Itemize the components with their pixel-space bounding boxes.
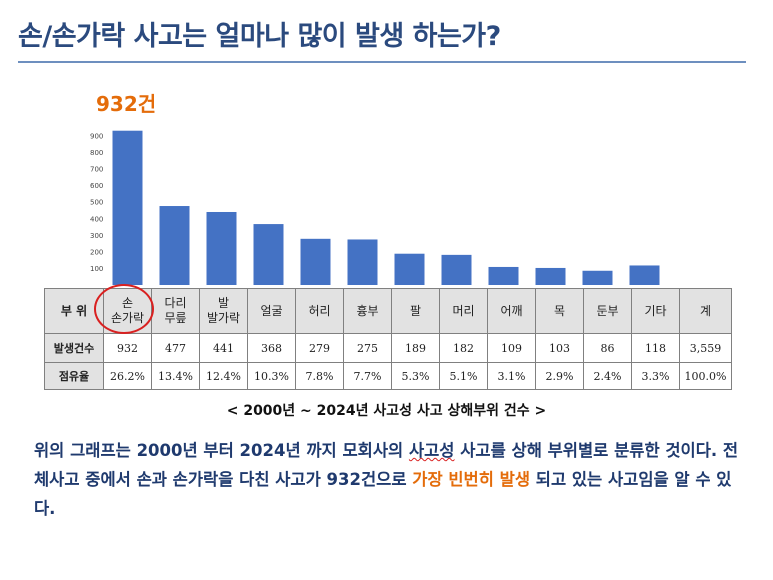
bar <box>253 224 284 285</box>
table-count-cell: 189 <box>391 333 440 363</box>
table-count-cell: 86 <box>583 333 632 363</box>
table-header-cell: 목 <box>535 288 584 334</box>
para-highlight: 가장 빈번히 발생 <box>412 470 531 489</box>
table-header-cell-line: 무릎 <box>164 311 187 325</box>
row-header-count: 발생건수 <box>44 333 104 363</box>
table-count-cell: 3,559 <box>679 333 732 363</box>
bar <box>535 267 566 285</box>
y-tick-label: 900 <box>90 133 103 141</box>
table-share-cell: 2.9% <box>535 362 584 390</box>
bar <box>394 253 425 285</box>
table-count-cell: 477 <box>151 333 200 363</box>
table-header-cell-line: 기타 <box>644 303 667 318</box>
table-header-cell-line: 팔 <box>409 303 422 318</box>
table-header-cell: 발 발가락 <box>199 288 248 334</box>
highlight-circle <box>94 284 154 334</box>
table-count-cell: 932 <box>103 333 152 363</box>
y-tick-label: 400 <box>90 215 103 223</box>
table-header-cell: 허리 <box>295 288 344 334</box>
table-count-cell: 182 <box>439 333 488 363</box>
table-count-cell: 103 <box>535 333 584 363</box>
table-header-cell-line: 흉부 <box>356 303 379 318</box>
table-header-cell-line: 얼굴 <box>260 303 283 318</box>
table-count-cell: 368 <box>247 333 296 363</box>
para-text-2: 사고를 상해 부위별로 분류한 것이다. 전체사고 중에서 손과 손가락을 다친… <box>34 441 739 489</box>
table-header-cell: 머리 <box>439 288 488 334</box>
bar <box>206 211 237 285</box>
table-share-cell: 13.4% <box>151 362 200 390</box>
para-text-1: 위의 그래프는 2000년 부터 2024년 까지 모회사의 <box>34 441 409 460</box>
y-tick-label: 800 <box>90 149 103 157</box>
table-header-cell: 얼굴 <box>247 288 296 334</box>
description-paragraph: 위의 그래프는 2000년 부터 2024년 까지 모회사의 사고성 사고를 상… <box>34 436 749 523</box>
table-share-cell: 3.3% <box>631 362 680 390</box>
table-share-cell: 100.0% <box>679 362 732 390</box>
table-share-cell: 3.1% <box>487 362 536 390</box>
table-share-cell: 26.2% <box>103 362 152 390</box>
bar-chart: 100 200 300 400 500 600 700 800 900 <box>90 130 660 285</box>
table-header-cell-line: 발 <box>217 296 230 310</box>
y-tick-label: 300 <box>90 232 103 240</box>
table-header-cell-line: 목 <box>553 303 566 318</box>
y-tick-label: 600 <box>90 182 103 190</box>
row-header-share: 점유율 <box>44 362 104 390</box>
y-tick-label: 700 <box>90 166 103 174</box>
table-header-cell: 팔 <box>391 288 440 334</box>
table-header-cell: 다리 무릎 <box>151 288 200 334</box>
bar <box>347 239 378 285</box>
para-wavy-word: 사고성 <box>408 441 455 460</box>
table-header-cell: 기타 <box>631 288 680 334</box>
bar <box>582 270 613 285</box>
bar <box>488 266 519 285</box>
bar <box>441 254 472 285</box>
table-share-cell: 5.1% <box>439 362 488 390</box>
table-share-cell: 5.3% <box>391 362 440 390</box>
table-share-cell: 10.3% <box>247 362 296 390</box>
y-axis-ticks: 100 200 300 400 500 600 700 800 900 <box>90 133 103 273</box>
table-header-cell: 흉부 <box>343 288 392 334</box>
bar <box>112 130 143 285</box>
title-divider <box>18 61 746 63</box>
bar <box>629 265 660 285</box>
chart-caption: < 2000년 ~ 2024년 사고성 사고 상해부위 건수 > <box>226 403 547 419</box>
table-header-cell-line: 허리 <box>308 303 331 318</box>
table-header-cell-line: 둔부 <box>596 303 619 318</box>
table-count-cell: 279 <box>295 333 344 363</box>
bar <box>300 238 331 285</box>
table-share-cell: 7.7% <box>343 362 392 390</box>
table-header-cell-line: 머리 <box>452 303 475 318</box>
page-title: 손/손가락 사고는 얼마나 많이 발생 하는가? <box>18 21 501 52</box>
y-tick-label: 100 <box>90 265 103 273</box>
para-text-3: 되고 있는 사고임을 알 수 있다. <box>34 470 732 518</box>
table-header-cell: 둔부 <box>583 288 632 334</box>
max-value-callout: 932건 <box>96 92 157 116</box>
table-header-cell-line: 발가락 <box>206 311 241 325</box>
table-share-cell: 7.8% <box>295 362 344 390</box>
bar <box>159 206 190 285</box>
y-tick-label: 500 <box>90 199 103 207</box>
table-count-cell: 441 <box>199 333 248 363</box>
table-header-cell-line: 계 <box>699 303 712 318</box>
table-count-cell: 275 <box>343 333 392 363</box>
table-header-cell: 어깨 <box>487 288 536 334</box>
table-header-cell: 계 <box>679 288 732 334</box>
table-count-cell: 118 <box>631 333 680 363</box>
table-header-cell-line: 다리 <box>164 296 187 310</box>
table-header-cell-line: 어깨 <box>500 303 523 318</box>
table-share-cell: 12.4% <box>199 362 248 390</box>
table-share-cell: 2.4% <box>583 362 632 390</box>
table-count-cell: 109 <box>487 333 536 363</box>
y-tick-label: 200 <box>90 248 103 256</box>
bar-series <box>112 130 660 285</box>
